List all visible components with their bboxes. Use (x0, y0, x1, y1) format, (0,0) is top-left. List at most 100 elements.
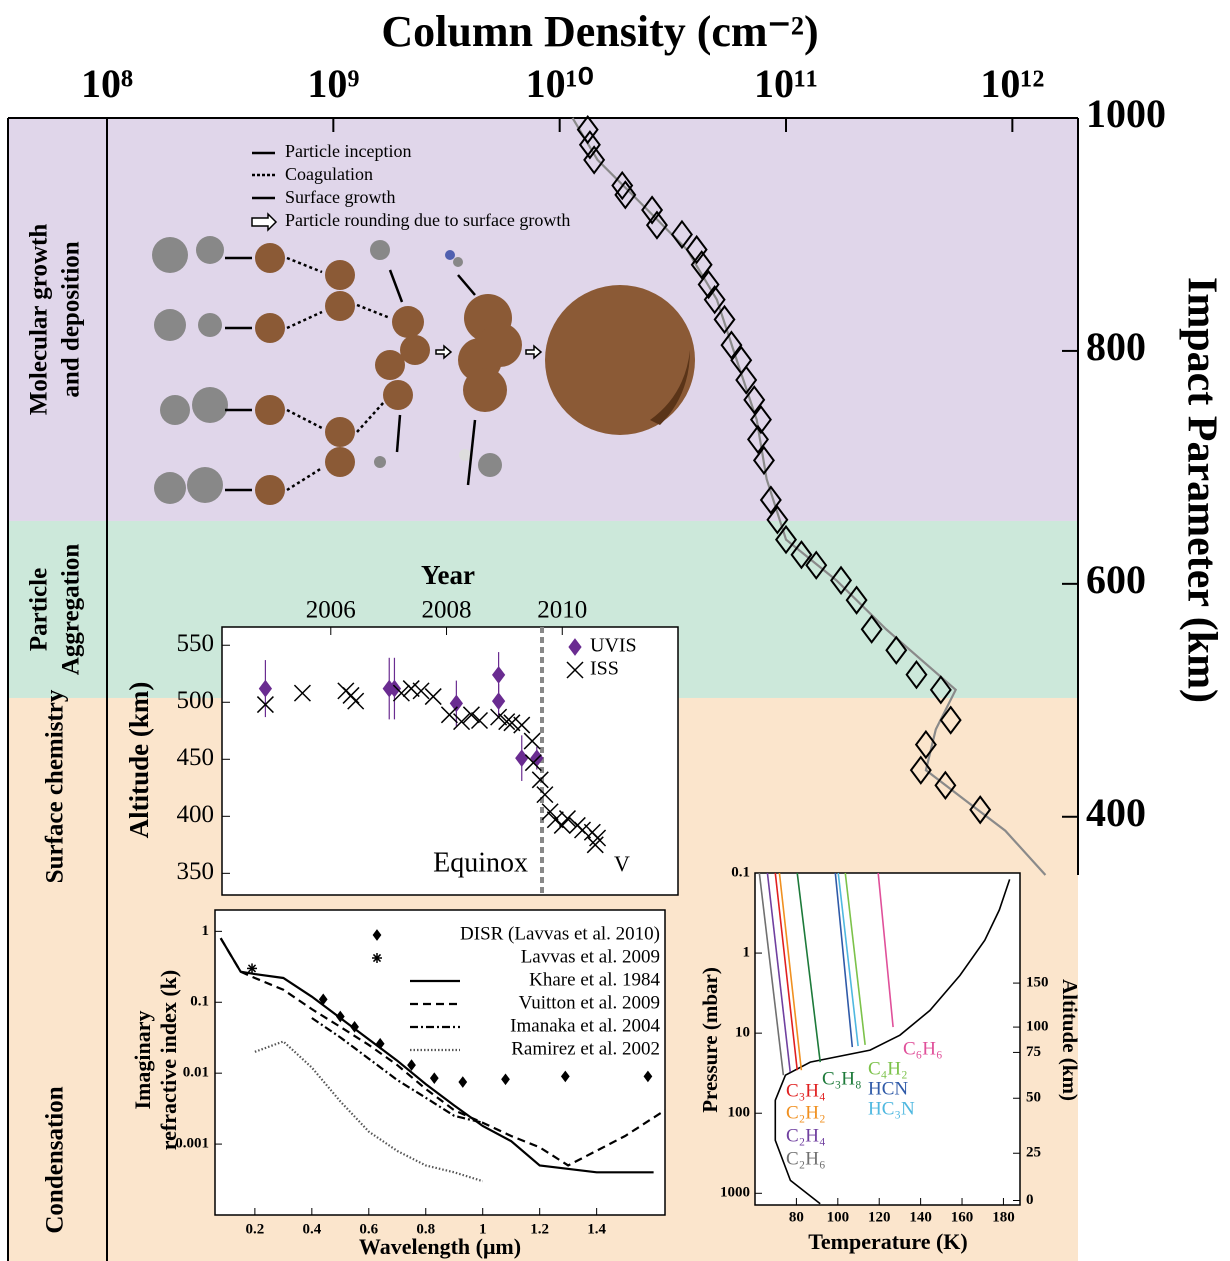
series-line (778, 872, 803, 1071)
marker (256, 696, 274, 714)
series-line (219, 937, 654, 1174)
y-tick-label: 0.01 (183, 1065, 209, 1081)
marker (790, 540, 813, 570)
region-label: and deposition (58, 241, 85, 397)
species-label: C₃H₄ (786, 1080, 826, 1101)
marker (407, 1059, 416, 1071)
series-line (877, 872, 894, 1028)
marker (720, 330, 743, 360)
marker (586, 836, 604, 854)
marker (513, 716, 531, 734)
annotation: V (614, 851, 630, 876)
marker (685, 234, 708, 265)
y-tick-label: 0.1 (190, 994, 209, 1010)
series-line (311, 1017, 483, 1124)
marker (830, 565, 853, 596)
marker (939, 705, 962, 735)
marker (578, 130, 601, 160)
marker (536, 786, 554, 804)
region-label: Aggregation (58, 544, 85, 676)
marker (885, 635, 908, 665)
region-label: Surface chemistry (42, 689, 69, 883)
marker (523, 732, 541, 750)
marker (293, 684, 311, 702)
marker (845, 585, 868, 615)
y-tick-label: 0.001 (175, 1136, 209, 1152)
x-tick-label: 80 (789, 1209, 804, 1225)
y2-tick-label: 100 (1026, 1019, 1049, 1035)
x-tick-label: 0.8 (416, 1221, 435, 1237)
x-axis-label: Temperature (K) (808, 1229, 967, 1254)
annotation: Equinox (433, 847, 528, 878)
cartoon-legend: Particle rounding due to surface growth (285, 210, 570, 230)
marker (402, 680, 420, 698)
marker (614, 180, 637, 210)
marker (690, 250, 713, 280)
cartoon-legend: Surface growth (285, 187, 395, 207)
x-tick-label: 1.2 (530, 1221, 549, 1237)
y2-axis-label: Altitude (km) (1058, 979, 1082, 1101)
species-label: C₃H₈ (822, 1068, 862, 1089)
y-tick-label: 10 (735, 1025, 750, 1041)
species-label: HCN (868, 1078, 908, 1099)
x-tick-label: 10¹¹ (754, 61, 818, 106)
plot-bg (754, 872, 1021, 1206)
cartoon-legend: Particle inception (285, 141, 411, 161)
marker (969, 795, 992, 825)
marker (498, 713, 516, 731)
marker (703, 285, 726, 315)
particles (255, 243, 522, 505)
y-tick-label: 400 (1086, 790, 1146, 835)
marker (576, 114, 599, 145)
marker (641, 195, 664, 225)
legend-label: Ramirez et al. 2002 (511, 1038, 660, 1059)
plot-bg (214, 909, 666, 1216)
marker (372, 929, 382, 941)
particle (545, 285, 695, 435)
x-tick-label: 2010 (537, 597, 587, 624)
y-tick-label: 800 (1086, 324, 1146, 369)
series-line (796, 872, 822, 1063)
marker (929, 675, 952, 705)
x-tick-label: 100 (827, 1209, 850, 1225)
marker (491, 666, 506, 684)
marker (566, 661, 584, 679)
legend-label: DISR (Lavvas et al. 2010) (460, 923, 660, 944)
y-tick-label: 0.1 (731, 864, 750, 880)
y-axis-label: Impact Parameter (km) (1178, 277, 1224, 703)
marker (697, 269, 720, 300)
x-tick-label: 120 (868, 1209, 891, 1225)
x-axis-label: Year (421, 560, 475, 590)
y-tick-label: 1 (202, 923, 210, 939)
marker (258, 679, 273, 698)
series-line (774, 879, 1011, 1205)
x-axis-label: Wavelength (μm) (359, 1234, 521, 1259)
marker (759, 485, 782, 515)
species-label: C₂H₂ (786, 1102, 826, 1123)
y-tick-label: 1000 (1086, 91, 1166, 136)
marker (372, 953, 382, 963)
particle-shade (650, 350, 690, 425)
y-tick-label: 100 (728, 1105, 751, 1121)
marker (914, 729, 937, 760)
series-line (219, 937, 666, 1167)
marker (558, 810, 577, 828)
x-tick-label: 10⁸ (81, 61, 133, 106)
y-axis-label: Imaginary (130, 1011, 155, 1110)
marker (643, 1070, 653, 1083)
legend-label: Lavvas et al. 2009 (521, 946, 660, 967)
marker (805, 550, 828, 580)
legend-label: Khare et al. 1984 (529, 969, 660, 990)
region (8, 118, 1078, 521)
marker (934, 770, 957, 800)
x-tick-label: 180 (992, 1209, 1015, 1225)
molecules (152, 236, 502, 504)
marker (611, 170, 634, 201)
y-tick-label: 600 (1086, 557, 1146, 602)
marker (553, 816, 571, 834)
marker (670, 219, 693, 250)
x-tick-label: 160 (951, 1209, 974, 1225)
y-axis-label: refractive index (k) (156, 970, 181, 1150)
species-label: C₆H₆ (903, 1038, 943, 1059)
